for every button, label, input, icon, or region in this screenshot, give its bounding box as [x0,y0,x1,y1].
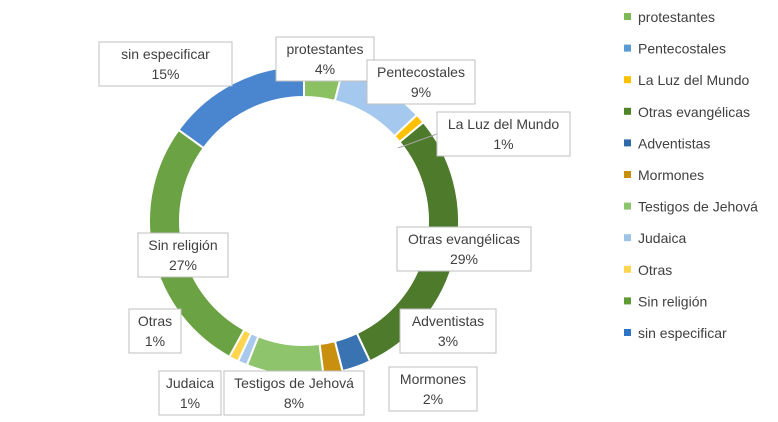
legend: protestantes Pentecostales La Luz del Mund… [624,9,758,341]
data-label-value: 15% [151,66,179,82]
data-label-category: Judaica [166,375,214,391]
data-label-category: Sin religión [148,237,217,253]
data-label-category: La Luz del Mundo [448,116,560,132]
legend-label: Adventistas [638,135,710,151]
legend-item-judaica: Judaica [624,230,686,246]
data-label-category: Otras evangélicas [408,231,520,247]
data-label-value: 29% [450,251,478,267]
legend-item-protestantes: protestantes [624,9,715,25]
legend-swatch [624,139,631,147]
legend-item-sin-especificar: sin especificar [624,325,727,341]
data-label-box [128,308,182,354]
data-label-mormones: Mormones 2% [388,366,478,412]
data-label-value: 9% [411,84,431,100]
legend-label: Judaica [638,230,686,246]
legend-item-testigos-de-jehova: Testigos de Jehová [624,199,758,215]
data-label-box [158,370,222,416]
legend-label: Testigos de Jehová [638,199,758,215]
data-label-value: 1% [180,395,200,411]
data-label-box [366,59,476,105]
legend-swatch [624,329,631,336]
legend-item-sin-religion: Sin religión [624,293,707,309]
data-label-box [275,36,375,82]
data-label-otras-evangelicas: Otras evangélicas 29% [396,226,532,272]
data-label-value: 8% [284,395,304,411]
data-label-box [223,370,365,416]
legend-item-otras-evangelicas: Otras evangélicas [624,104,750,120]
slice-testigos-de-jehova [245,334,325,377]
legend-item-la-luz-del-mundo: La Luz del Mundo [624,72,750,88]
legend-swatch [624,234,631,242]
legend-label: Otras evangélicas [638,104,750,120]
legend-swatch [624,107,631,115]
data-label-category: Mormones [400,371,466,387]
data-label-value: 4% [315,61,335,77]
leader-lines-group [397,133,438,149]
data-label-otras: Otras 1% [128,308,182,354]
data-label-category: Otras [138,313,172,329]
legend-item-otras: Otras [624,262,672,278]
legend-swatch [624,44,631,52]
data-label-la-luz-del-mundo: La Luz del Mundo 1% [436,111,571,157]
legend-label: Pentecostales [638,41,726,57]
data-label-protestantes: protestantes 4% [275,36,375,82]
data-label-box [137,232,229,278]
data-label-category: Adventistas [412,313,484,329]
data-label-category: Pentecostales [377,64,465,80]
data-label-value: 27% [169,257,197,273]
legend-swatch [624,297,631,305]
data-label-sin-religion: Sin religión 27% [137,232,229,278]
legend-label: protestantes [638,9,715,25]
data-label-value: 3% [438,333,458,349]
legend-item-pentecostales: Pentecostales [624,41,726,57]
legend-item-mormones: Mormones [624,167,704,183]
legend-swatch [624,202,631,210]
leader-line-la-luz-del-mundo [397,133,438,149]
data-label-box [399,308,497,354]
data-label-category: Testigos de Jehová [234,375,354,391]
legend-label: Sin religión [638,293,707,309]
data-label-box [396,226,532,272]
data-label-judaica: Judaica 1% [158,370,222,416]
legend-item-adventistas: Adventistas [624,135,710,151]
legend-swatch [624,13,631,20]
legend-swatch [624,265,631,273]
legend-label: Otras [638,262,672,278]
data-label-testigos-de-jehova: Testigos de Jehová 8% [223,370,365,416]
data-label-value: 1% [145,333,165,349]
data-label-adventistas: Adventistas 3% [399,308,497,354]
data-label-value: 2% [423,391,443,407]
data-label-category: protestantes [286,41,363,57]
legend-label: sin especificar [638,325,727,341]
legend-label: La Luz del Mundo [638,72,750,88]
legend-label: Mormones [638,167,704,183]
data-label-box [98,41,233,87]
data-labels-group: protestantes 4% Pentecostales 9% La Luz del … [98,36,571,416]
data-label-pentecostales: Pentecostales 9% [366,59,476,105]
legend-swatch [624,171,631,178]
data-label-category: sin especificar [121,46,210,62]
legend-swatch [624,76,631,84]
data-label-value: 1% [493,136,513,152]
data-label-box [436,111,571,157]
slices-group [148,64,460,377]
data-label-box [388,366,478,412]
data-label-sin-especificar: sin especificar 15% [98,41,233,87]
